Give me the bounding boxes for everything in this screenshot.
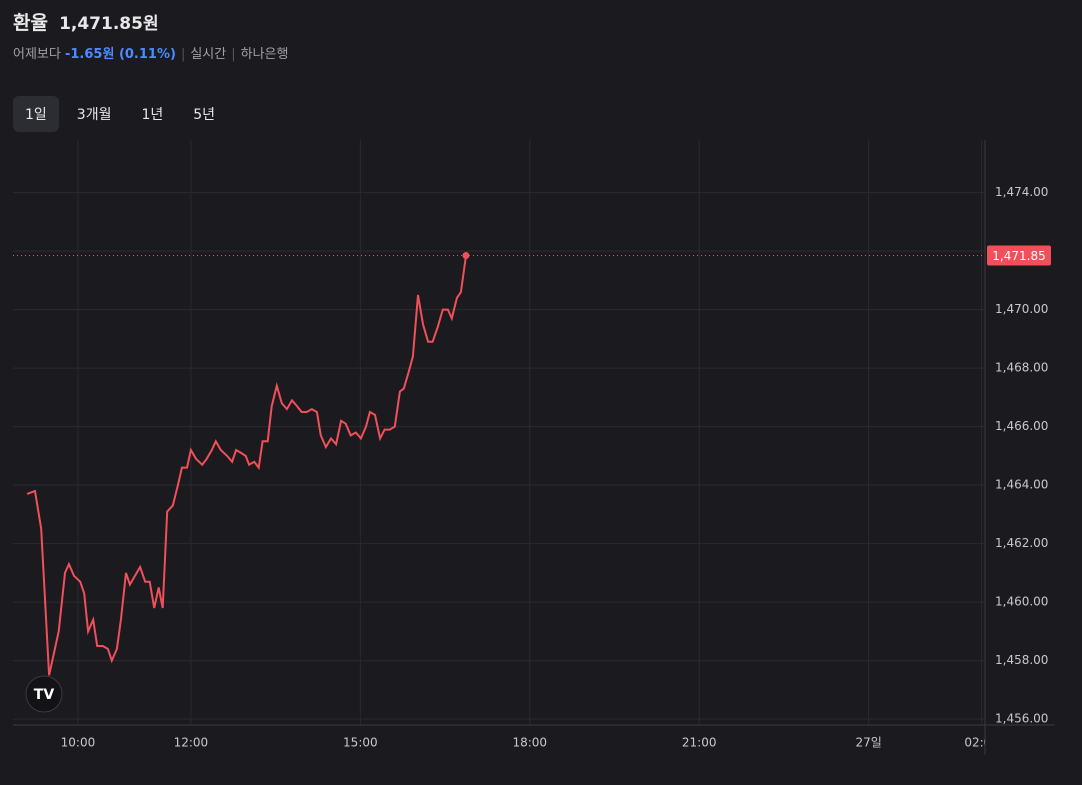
compare-label: 어제보다: [13, 47, 61, 62]
x-tick-label: 18:00: [512, 736, 547, 750]
price-tag: [987, 245, 1051, 266]
range-button[interactable]: 5년: [193, 107, 216, 123]
change: -1.65원 (0.11%): [64, 47, 176, 62]
range-button[interactable]: 3개월: [76, 107, 112, 123]
title: 환율: [13, 12, 48, 34]
y-tick-label: 1,468.00: [995, 361, 1048, 375]
y-tick-label: 1,462.00: [995, 536, 1048, 550]
separator: |: [180, 47, 186, 62]
y-tick-label: 1,470.00: [995, 302, 1048, 316]
x-tick-label: 27일: [855, 736, 881, 750]
price-tag-label: 1,471.85: [992, 249, 1045, 263]
x-tick-label: 15:00: [343, 736, 378, 750]
x-tick-label: 10:00: [61, 736, 96, 750]
logo: TV: [25, 675, 63, 713]
x-tick-label: 12:00: [174, 736, 209, 750]
x-tick-label: 21:00: [682, 736, 717, 750]
y-tick-label: 1,464.00: [995, 478, 1048, 492]
price: 1,471.85원: [59, 14, 159, 34]
source: 하나은행: [240, 47, 289, 62]
y-tick-label: 1,466.00: [995, 419, 1048, 433]
svg-text:TV: TV: [34, 687, 55, 703]
range-button[interactable]: 1일: [13, 96, 59, 132]
range-button[interactable]: 1년: [141, 107, 164, 123]
x-tick-label: 02:00: [964, 736, 999, 750]
y-tick-label: 1,460.00: [995, 595, 1048, 609]
y-tick-label: 1,456.00: [995, 712, 1048, 726]
price-line: [26, 255, 467, 676]
subline: 어제보다 -1.65원 (0.11%) | 실시간 | 하나은행: [13, 43, 288, 62]
x-labels: 10:00 12:00 15:00 18:00 21:00 27일 02:00: [61, 736, 999, 750]
y-tick-label: 1,458.00: [995, 653, 1048, 667]
mode: 실시간: [190, 47, 227, 62]
range-tabs: 1일 3개월 1년 5년: [13, 96, 227, 132]
y-tick-label: 1,474.00: [995, 185, 1048, 199]
separator: |: [231, 47, 236, 62]
header: 환율 1,471.85원 어제보다 -1.65원 (0.11%) | 실시간 | 하나은…: [13, 8, 288, 62]
